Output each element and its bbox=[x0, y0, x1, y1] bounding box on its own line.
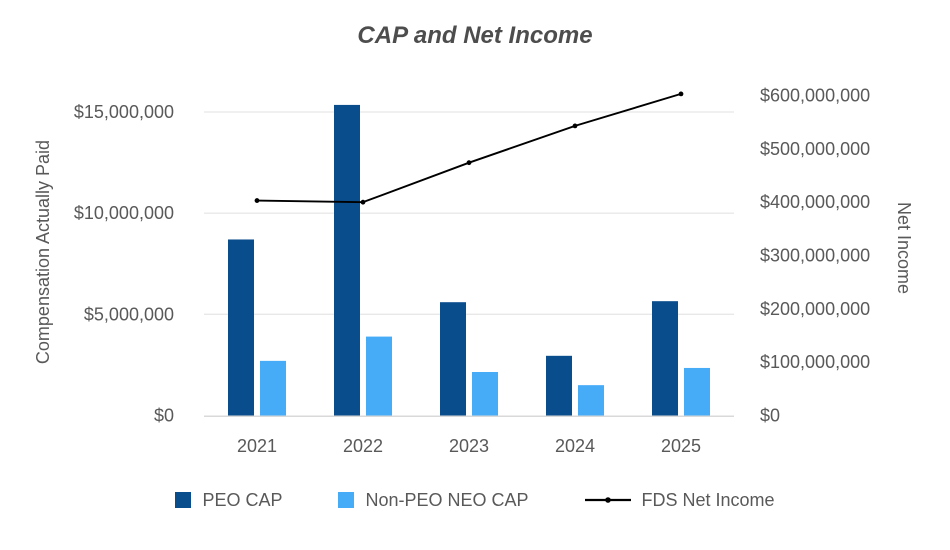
non-peo-neo-cap-swatch-icon bbox=[338, 492, 355, 508]
left-axis-tick-label: $10,000,000 bbox=[74, 203, 174, 223]
chart-title: CAP and Net Income bbox=[357, 22, 593, 49]
legend-label-fds-net-income: FDS Net Income bbox=[641, 489, 775, 510]
bar-non-peo-neo-cap bbox=[260, 360, 286, 416]
line-marker bbox=[254, 198, 260, 203]
x-axis-tick-label: 2023 bbox=[449, 436, 489, 456]
line-marker-swatch-icon bbox=[584, 497, 631, 503]
legend-label-non-peo-neo-cap: Non-PEO NEO CAP bbox=[365, 489, 529, 510]
x-axis-tick-label: 2022 bbox=[343, 436, 383, 456]
bar-non-peo-neo-cap bbox=[578, 385, 604, 416]
legend-item-fds-net-income: FDS Net Income bbox=[584, 489, 775, 511]
line-marker bbox=[678, 91, 684, 97]
bar-peo-cap bbox=[546, 355, 572, 416]
bar-non-peo-neo-cap bbox=[366, 336, 392, 416]
bar-peo-cap bbox=[334, 104, 360, 416]
legend-item-peo-cap: PEO CAP bbox=[175, 490, 282, 511]
right-axis-tick-label: $0 bbox=[760, 406, 780, 426]
left-axis-tick-label: $15,000,000 bbox=[74, 102, 174, 122]
line-marker bbox=[572, 123, 578, 129]
line-marker bbox=[466, 160, 472, 166]
x-axis-tick-label: 2021 bbox=[237, 436, 277, 456]
left-axis-tick-label: $5,000,000 bbox=[84, 304, 174, 324]
bar-peo-cap bbox=[228, 239, 254, 416]
bar-peo-cap bbox=[440, 302, 466, 416]
x-axis-tick-label: 2024 bbox=[555, 436, 595, 456]
legend: PEO CAP Non-PEO NEO CAP FDS Net Income bbox=[0, 489, 950, 511]
right-axis-tick-label: $400,000,000 bbox=[760, 192, 870, 212]
left-axis-tick-label: $0 bbox=[154, 406, 174, 426]
right-axis-tick-label: $300,000,000 bbox=[760, 246, 870, 266]
right-axis-tick-label: $600,000,000 bbox=[760, 86, 870, 106]
bar-peo-cap bbox=[652, 301, 678, 416]
peo-cap-swatch-icon bbox=[175, 492, 192, 508]
net-income-line bbox=[256, 92, 682, 204]
bar-non-peo-neo-cap bbox=[684, 367, 710, 416]
bar-non-peo-neo-cap bbox=[472, 371, 498, 416]
right-axis-tick-label: $100,000,000 bbox=[760, 352, 870, 372]
line-marker bbox=[360, 199, 366, 205]
legend-item-non-peo-neo-cap: Non-PEO NEO CAP bbox=[338, 489, 529, 511]
x-axis-tick-label: 2025 bbox=[661, 436, 701, 456]
right-axis-tick-label: $200,000,000 bbox=[760, 299, 870, 319]
right-axis-tick-label: $500,000,000 bbox=[760, 139, 870, 159]
legend-label-peo-cap: PEO CAP bbox=[202, 489, 283, 510]
